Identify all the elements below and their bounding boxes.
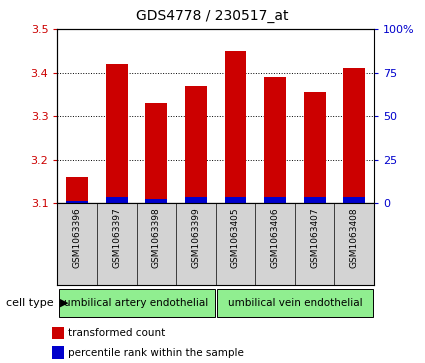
Bar — [304, 197, 326, 203]
Bar — [343, 68, 365, 203]
Bar — [185, 197, 207, 203]
Bar — [66, 201, 88, 203]
Bar — [264, 197, 286, 203]
Bar — [145, 199, 167, 203]
Text: GSM1063406: GSM1063406 — [271, 207, 280, 268]
Text: percentile rank within the sample: percentile rank within the sample — [68, 348, 244, 358]
Bar — [185, 86, 207, 203]
Text: GSM1063398: GSM1063398 — [152, 207, 161, 268]
Text: GSM1063408: GSM1063408 — [350, 207, 359, 268]
Bar — [106, 197, 128, 203]
Text: GSM1063397: GSM1063397 — [112, 207, 121, 268]
Bar — [343, 197, 365, 203]
Text: GSM1063405: GSM1063405 — [231, 207, 240, 268]
Text: umbilical vein endothelial: umbilical vein endothelial — [227, 298, 362, 308]
Text: transformed count: transformed count — [68, 329, 166, 338]
Text: GSM1063396: GSM1063396 — [73, 207, 82, 268]
Bar — [52, 327, 63, 339]
FancyBboxPatch shape — [59, 289, 215, 317]
Bar — [224, 51, 246, 203]
Bar — [304, 92, 326, 203]
FancyBboxPatch shape — [217, 289, 373, 317]
Bar — [145, 103, 167, 203]
Text: umbilical artery endothelial: umbilical artery endothelial — [65, 298, 209, 308]
Text: ▶: ▶ — [60, 298, 68, 308]
Bar — [224, 197, 246, 203]
Text: GSM1063407: GSM1063407 — [310, 207, 319, 268]
Bar — [264, 77, 286, 203]
Text: GSM1063399: GSM1063399 — [191, 207, 201, 268]
Bar — [106, 64, 128, 203]
Text: cell type: cell type — [6, 298, 53, 308]
Text: GDS4778 / 230517_at: GDS4778 / 230517_at — [136, 9, 289, 23]
Bar — [66, 177, 88, 203]
Bar — [52, 346, 63, 359]
